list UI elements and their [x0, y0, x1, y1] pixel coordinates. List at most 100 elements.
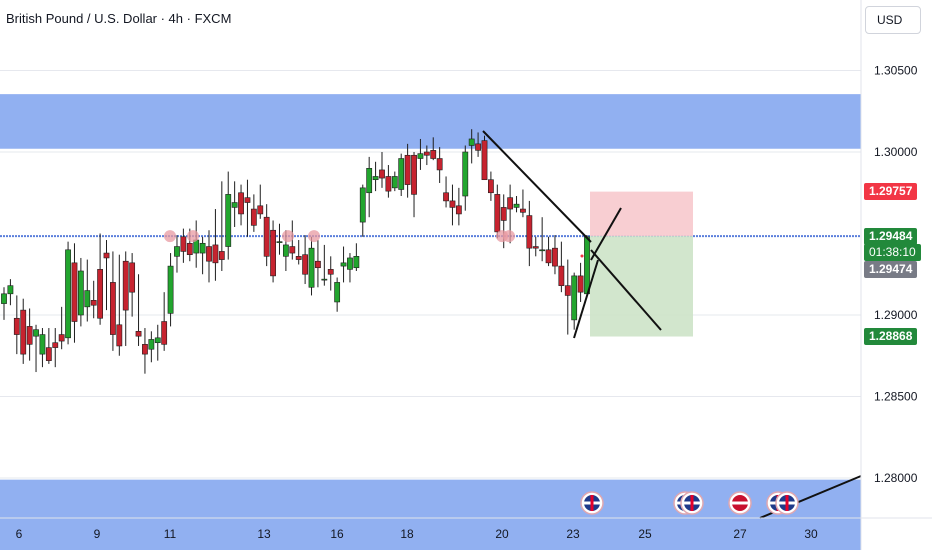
uk-flag-icon[interactable] [775, 491, 799, 515]
price-tick-label: 1.30000 [874, 145, 918, 159]
candle-body [289, 246, 296, 254]
candle-body [564, 285, 571, 296]
candle-body [13, 317, 20, 335]
candle-body [58, 334, 65, 342]
candle-body [327, 269, 334, 275]
level-touch-marker [308, 230, 320, 243]
candle-body [276, 241, 283, 243]
candle-body [475, 143, 481, 151]
downtrend-line[interactable] [482, 130, 592, 243]
candle-body [526, 215, 533, 249]
candle-body [321, 278, 328, 281]
candle-body [558, 265, 565, 286]
candle-body [26, 326, 33, 345]
candle-body [212, 244, 219, 264]
us-flag-icon[interactable] [728, 491, 752, 515]
candle-body [206, 246, 212, 262]
candle-body [225, 194, 232, 247]
candle-body [282, 244, 289, 257]
demand-zone[interactable] [0, 479, 861, 550]
candle-body [20, 309, 27, 355]
candle-body [295, 256, 302, 260]
candle-body [65, 249, 71, 339]
candle-body [494, 194, 501, 233]
candle-body [532, 246, 539, 249]
candle-body [398, 158, 405, 190]
price-tick-label: 1.29000 [874, 308, 918, 322]
last-price-tag: 1.29484 [864, 227, 918, 245]
candle-body [39, 334, 46, 355]
candle-body [129, 262, 136, 293]
candle-body [462, 151, 469, 197]
candle-body [199, 242, 206, 254]
candle-body [7, 285, 14, 295]
candle-body [449, 200, 456, 208]
candle-body [238, 192, 244, 215]
time-tick-label: 11 [164, 527, 177, 541]
candle-body [116, 324, 123, 347]
candle-body [507, 197, 514, 210]
candle-body [186, 242, 193, 255]
candle-body [552, 247, 558, 267]
candle-body [244, 197, 251, 203]
candle-body [513, 203, 520, 208]
candle-body [167, 265, 174, 314]
candle-body [577, 275, 584, 293]
level-touch-marker [282, 230, 294, 243]
candle-body [443, 192, 449, 202]
candle-body [372, 176, 379, 181]
level-touch-marker [503, 230, 515, 243]
time-tick-label: 27 [733, 527, 747, 541]
candle-body [263, 216, 270, 257]
candle-body [539, 249, 546, 252]
stop-loss-zone[interactable] [590, 191, 693, 237]
time-tick-label: 30 [804, 527, 818, 541]
level-touch-marker [187, 230, 199, 243]
supply-zone[interactable] [0, 94, 861, 149]
candle-body [411, 154, 417, 195]
candle-body [122, 260, 129, 311]
candle-body [97, 269, 103, 319]
candle-body [1, 293, 7, 304]
candle-body [180, 236, 187, 252]
candle-body [455, 205, 462, 215]
symbol-title: British Pound / U.S. Dollar · 4h · FXCM [6, 11, 232, 26]
candle-body [571, 275, 578, 321]
candle-body [161, 321, 168, 345]
candle-body [174, 246, 180, 257]
price-tick-label: 1.30500 [874, 64, 918, 78]
candle-body [52, 342, 59, 348]
candle-body [423, 151, 430, 156]
projection-line[interactable] [573, 259, 599, 339]
candle-body [257, 205, 264, 215]
bar-countdown-tag: 01:38:10 [864, 244, 921, 262]
projection-up-line[interactable] [590, 207, 622, 261]
time-tick-label: 23 [566, 527, 580, 541]
candle-body [193, 239, 200, 254]
candle-body [520, 208, 526, 213]
candle-body [77, 270, 84, 316]
price-tick-label: 1.28500 [874, 390, 918, 404]
candle-body [500, 207, 507, 221]
bid-price-tag: 1.29474 [864, 261, 918, 279]
candle-body [315, 260, 321, 269]
stop-loss-price-tag: 1.29757 [864, 183, 918, 201]
candle-body [135, 330, 142, 337]
uk-flag-icon[interactable] [580, 491, 604, 515]
candle-body [481, 140, 488, 181]
take-profit-price-tag: 1.28868 [864, 328, 918, 346]
currency-button[interactable]: USD [865, 6, 921, 34]
take-profit-zone[interactable] [590, 236, 693, 337]
candle-body [142, 344, 148, 355]
candle-body [417, 153, 424, 159]
alert-dot [580, 254, 584, 258]
candle-body [436, 158, 443, 171]
candle-body [379, 169, 385, 179]
uk-flag-icon[interactable] [680, 491, 704, 515]
candle-body [468, 138, 475, 146]
projection-down-line[interactable] [590, 249, 662, 331]
candle-body [110, 282, 116, 335]
candle-body [366, 168, 373, 194]
